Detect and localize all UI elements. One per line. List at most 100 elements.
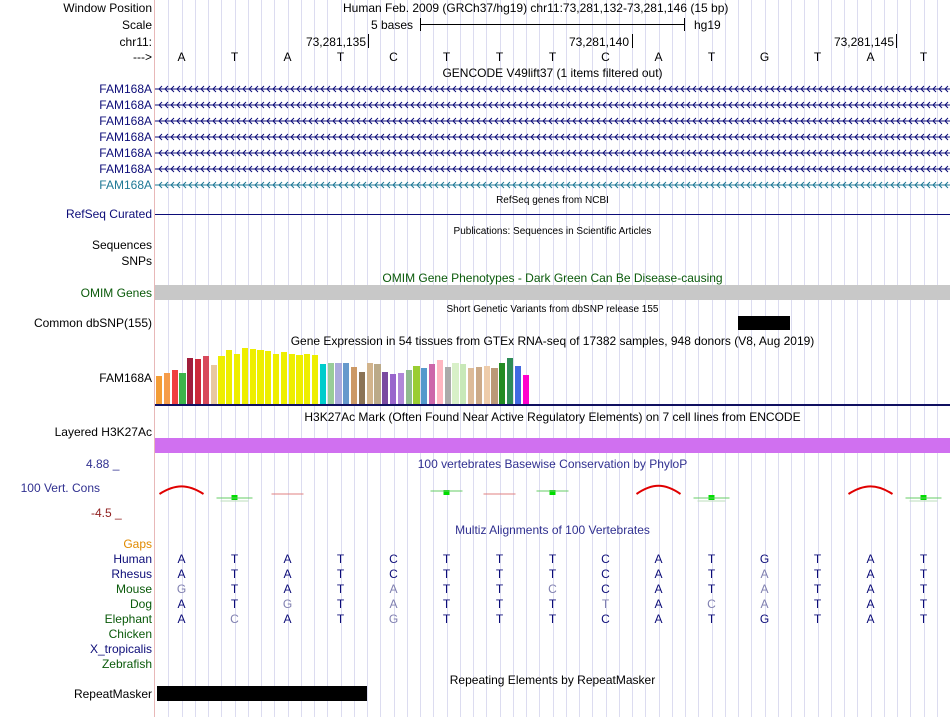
- gtex-tissue-bar[interactable]: [187, 358, 194, 404]
- gtex-tissue-bar[interactable]: [288, 354, 295, 404]
- gencode-transcript-label[interactable]: FAM168A: [99, 114, 152, 128]
- gtex-tissue-bar[interactable]: [234, 354, 241, 404]
- gtex-tissue-bar[interactable]: [226, 350, 233, 404]
- gtex-tissue-bar[interactable]: [358, 372, 365, 404]
- gtex-track-label[interactable]: FAM168A: [99, 371, 152, 385]
- dbsnp-variant-bar[interactable]: [738, 316, 790, 330]
- gtex-tissue-bar[interactable]: [413, 366, 420, 404]
- gtex-tissue-bar[interactable]: [452, 363, 459, 404]
- gtex-tissue-bar[interactable]: [171, 370, 178, 404]
- repeatmasker-track-title[interactable]: Repeating Elements by RepeatMasker: [449, 673, 656, 687]
- publications-track-title[interactable]: Publications: Sequences in Scientific Ar…: [453, 226, 652, 237]
- gtex-tissue-bar[interactable]: [195, 359, 202, 404]
- gtex-track-title[interactable]: Gene Expression in 54 tissues from GTEx …: [290, 334, 815, 348]
- gtex-tissue-bar[interactable]: [156, 376, 163, 404]
- conservation-track-title[interactable]: 100 vertebrates Basewise Conservation by…: [417, 457, 688, 471]
- gencode-transcript-line[interactable]: [155, 84, 950, 94]
- species-label[interactable]: Mouse: [115, 582, 152, 596]
- gtex-tissue-bar[interactable]: [304, 354, 311, 404]
- gtex-tissue-bar[interactable]: [241, 348, 248, 404]
- species-label[interactable]: Elephant: [104, 612, 152, 626]
- h3k27ac-signal-bar[interactable]: [155, 438, 950, 453]
- h3k27ac-track-title[interactable]: H3K27Ac Mark (Often Found Near Active Re…: [304, 410, 801, 424]
- species-label[interactable]: Chicken: [108, 627, 152, 641]
- gencode-transcript-label[interactable]: FAM168A: [99, 130, 152, 144]
- gencode-track-title[interactable]: GENCODE V49lift37 (1 items filtered out): [442, 66, 663, 80]
- gtex-tissue-bar[interactable]: [163, 373, 170, 404]
- refseq-gene-line[interactable]: [155, 214, 950, 215]
- refseq-track-title[interactable]: RefSeq genes from NCBI: [496, 195, 609, 206]
- species-label[interactable]: Dog: [129, 597, 152, 611]
- multiz-track-title[interactable]: Multiz Alignments of 100 Vertebrates: [455, 523, 650, 537]
- gtex-tissue-bar[interactable]: [374, 364, 381, 404]
- species-label[interactable]: Human: [113, 552, 152, 566]
- gtex-tissue-bar[interactable]: [491, 368, 498, 404]
- species-label[interactable]: Zebrafish: [101, 657, 152, 671]
- gridline: [539, 0, 541, 717]
- omim-track-title[interactable]: OMIM Gene Phenotypes - Dark Green Can Be…: [382, 271, 723, 285]
- gencode-transcript-line[interactable]: [155, 148, 950, 158]
- gencode-transcript-label[interactable]: FAM168A: [99, 82, 152, 96]
- gtex-tissue-bar[interactable]: [312, 355, 319, 404]
- aligned-base: T: [548, 597, 557, 611]
- gencode-transcript-line[interactable]: [155, 100, 950, 110]
- gtex-tissue-bar[interactable]: [405, 370, 412, 404]
- gtex-tissue-bar[interactable]: [202, 356, 209, 404]
- gtex-tissue-bar[interactable]: [483, 366, 490, 404]
- gtex-tissue-bar[interactable]: [499, 363, 506, 404]
- gencode-transcript-line[interactable]: [155, 180, 950, 190]
- gtex-tissue-bar[interactable]: [468, 368, 475, 404]
- gtex-tissue-bar[interactable]: [249, 349, 256, 404]
- gencode-transcript-line[interactable]: [155, 116, 950, 126]
- gtex-tissue-bar[interactable]: [335, 363, 342, 404]
- conservation-track-label[interactable]: 100 Vert. Cons: [20, 481, 100, 495]
- dbsnp-track-title[interactable]: Short Genetic Variants from dbSNP releas…: [446, 304, 659, 315]
- gtex-tissue-bar[interactable]: [397, 373, 404, 404]
- gencode-transcript-label[interactable]: FAM168A: [99, 162, 152, 176]
- reference-base: A: [177, 50, 186, 64]
- gencode-transcript-line[interactable]: [155, 132, 950, 142]
- gtex-tissue-bar[interactable]: [522, 375, 529, 404]
- gtex-tissue-bar[interactable]: [444, 367, 451, 404]
- gtex-tissue-bar[interactable]: [257, 350, 264, 404]
- gencode-transcript-label[interactable]: FAM168A: [99, 98, 152, 112]
- gtex-tissue-bar[interactable]: [514, 366, 521, 404]
- conservation-plot[interactable]: [155, 472, 950, 508]
- publications-track-label[interactable]: Sequences: [91, 238, 152, 252]
- dbsnp-track-label[interactable]: Common dbSNP(155): [33, 316, 152, 330]
- gtex-tissue-bar[interactable]: [507, 358, 514, 404]
- gtex-tissue-bar[interactable]: [280, 352, 287, 404]
- omim-track-label[interactable]: OMIM Genes: [80, 286, 152, 300]
- gencode-transcript-label[interactable]: FAM168A: [99, 178, 152, 192]
- gtex-tissue-bar[interactable]: [436, 360, 443, 404]
- gtex-tissue-bar[interactable]: [366, 363, 373, 404]
- reference-base: C: [389, 50, 398, 64]
- gtex-tissue-bar[interactable]: [390, 374, 397, 404]
- species-label[interactable]: X_tropicalis: [89, 642, 152, 656]
- species-label[interactable]: Rhesus: [111, 567, 152, 581]
- gtex-tissue-bar[interactable]: [273, 354, 280, 404]
- gtex-tissue-bar[interactable]: [382, 372, 389, 404]
- gridline: [751, 0, 753, 717]
- repeatmasker-track-label[interactable]: RepeatMasker: [73, 687, 152, 701]
- gtex-tissue-bar[interactable]: [421, 368, 428, 404]
- gtex-tissue-bar[interactable]: [460, 364, 467, 404]
- gtex-tissue-bar[interactable]: [210, 365, 217, 404]
- gtex-tissue-bar[interactable]: [475, 367, 482, 404]
- gencode-transcript-label[interactable]: FAM168A: [99, 146, 152, 160]
- gtex-tissue-bar[interactable]: [429, 364, 436, 404]
- repeatmasker-element-bar[interactable]: [157, 686, 367, 701]
- omim-gene-bar[interactable]: [155, 285, 950, 300]
- h3k27ac-track-label[interactable]: Layered H3K27Ac: [54, 425, 152, 439]
- gtex-tissue-bar[interactable]: [351, 367, 358, 404]
- gtex-tissue-bar[interactable]: [343, 363, 350, 404]
- gtex-tissue-bar[interactable]: [296, 355, 303, 404]
- gtex-tissue-bar[interactable]: [218, 356, 225, 404]
- gtex-tissue-bar[interactable]: [179, 373, 186, 404]
- gtex-tissue-bar[interactable]: [319, 364, 326, 404]
- gtex-tissue-bar[interactable]: [265, 351, 272, 404]
- snps-track-label[interactable]: SNPs: [121, 254, 152, 268]
- gencode-transcript-line[interactable]: [155, 164, 950, 174]
- refseq-track-label[interactable]: RefSeq Curated: [65, 207, 152, 221]
- gtex-tissue-bar[interactable]: [327, 363, 334, 404]
